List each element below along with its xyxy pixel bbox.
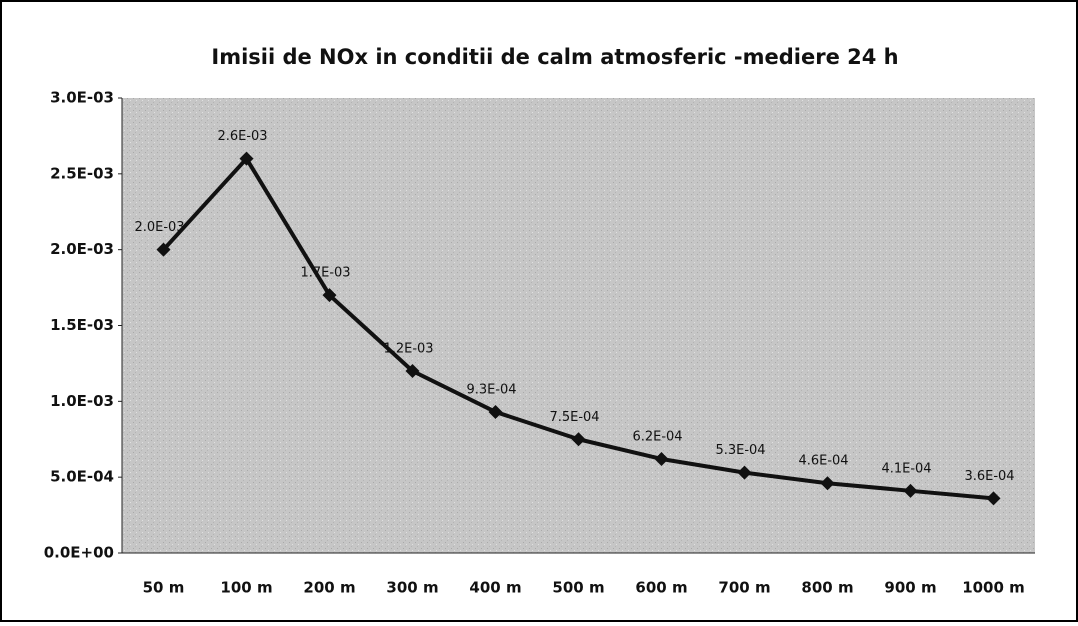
x-tick-label: 50 m <box>143 579 185 597</box>
data-label: 7.5E-04 <box>549 410 599 425</box>
y-tick-label: 3.0E-03 <box>50 89 114 107</box>
data-point <box>405 364 420 378</box>
y-tick-label: 2.5E-03 <box>50 164 114 182</box>
x-tick-label: 800 m <box>801 579 853 597</box>
x-tick-label: 100 m <box>220 579 272 597</box>
data-point <box>239 151 254 166</box>
data-point <box>654 451 669 466</box>
data-label: 6.2E-04 <box>632 429 682 444</box>
plot-area <box>122 98 1035 553</box>
data-point <box>737 465 752 480</box>
x-tick-label: 500 m <box>552 579 604 597</box>
data-point <box>986 491 1001 506</box>
data-label: 9.3E-04 <box>466 382 516 397</box>
x-tick-label: 200 m <box>303 579 355 597</box>
data-label: 2.0E-03 <box>134 220 184 235</box>
data-label: 5.3E-04 <box>715 443 765 458</box>
data-point <box>903 483 918 498</box>
x-tick-label: 1000 m <box>962 579 1025 597</box>
y-tick-label: 1.5E-03 <box>50 316 114 334</box>
chart-title: Imisii de NOx in conditii de calm atmosf… <box>211 45 898 69</box>
data-point <box>820 476 835 491</box>
data-point <box>488 404 503 419</box>
data-label: 1.7E-03 <box>300 266 350 281</box>
y-tick-label: 0.0E+00 <box>44 544 114 562</box>
y-tick-label: 1.0E-03 <box>50 392 114 410</box>
x-tick-label: 300 m <box>386 579 438 597</box>
x-tick-label: 900 m <box>884 579 936 597</box>
data-point <box>156 242 171 257</box>
x-tick-label: 700 m <box>718 579 770 597</box>
data-point <box>571 432 586 447</box>
data-point <box>322 288 337 303</box>
x-tick-label: 600 m <box>635 579 687 597</box>
y-tick-label: 2.0E-03 <box>50 240 114 258</box>
data-label: 1.2E-03 <box>383 342 433 357</box>
x-tick-label: 400 m <box>469 579 521 597</box>
data-label: 4.1E-04 <box>881 461 931 476</box>
data-label: 4.6E-04 <box>798 454 848 469</box>
data-label: 3.6E-04 <box>964 469 1014 484</box>
y-tick-label: 5.0E-04 <box>50 468 114 486</box>
data-label: 2.6E-03 <box>217 129 267 144</box>
